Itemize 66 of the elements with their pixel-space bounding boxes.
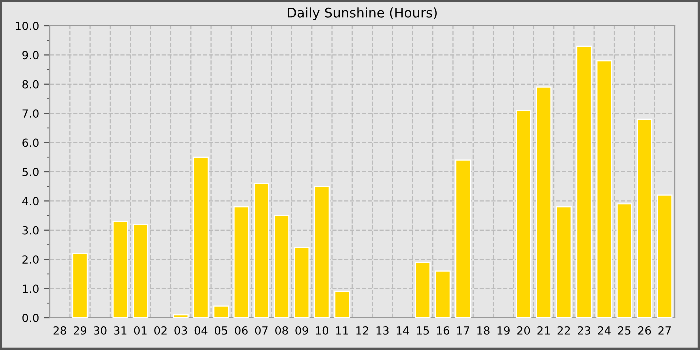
bar [516,110,532,318]
y-tick-label: 0.0 [22,314,39,322]
x-tick-label: 05 [215,326,228,335]
x-tick-label: 07 [255,326,268,335]
x-tick-label: 20 [518,326,530,335]
x-tick-label: 18 [478,326,490,335]
y-tick-label: 7.0 [22,110,39,118]
bar [173,314,189,318]
bar [616,204,632,318]
x-tick-label: 16 [437,326,450,335]
bar [636,118,653,318]
y-tick-label: 5.0 [22,168,39,176]
bar [455,160,472,318]
x-tick-label: 15 [417,326,430,335]
y-tick-label: 2.0 [22,256,39,264]
y-tick-label: 8.0 [22,80,39,89]
x-tick-label: 13 [376,326,389,335]
x-tick-label: 30 [94,326,107,335]
x-tick-label: 21 [538,326,550,335]
bar [334,291,350,318]
x-tick-label: 03 [174,326,188,335]
bar [72,253,88,318]
x-tick-label: 26 [638,326,652,335]
x-tick-label: 31 [114,326,127,335]
x-tick-label: 24 [598,326,611,335]
x-tick-label: 14 [396,326,410,335]
bar [234,206,250,318]
x-tick-label: 22 [558,326,570,335]
chart-title: Daily Sunshine (Hours) [288,8,437,20]
bar [556,206,572,318]
x-tick-label: 04 [194,326,208,335]
bar [274,215,290,318]
y-tick-label: 1.0 [23,284,39,294]
x-tick-label: 29 [74,326,87,335]
bar [596,60,612,318]
x-tick-label: 02 [154,326,167,335]
x-tick-label: 11 [336,326,348,335]
bar [657,194,673,318]
y-tick-label: 10.0 [16,22,39,30]
bar [214,306,230,318]
y-tick-label: 6.0 [22,138,39,148]
bar [254,183,270,318]
bar [132,224,149,318]
x-tick-label: 19 [498,326,510,335]
x-tick-label: 10 [316,326,329,335]
x-tick-label: 27 [658,326,672,335]
x-tick-label: 01 [134,326,147,335]
bar [576,46,592,318]
bar [536,86,552,318]
y-tick-label: 9.0 [22,51,39,60]
x-tick-label: 17 [457,326,470,335]
x-tick-label: 06 [235,326,248,335]
bar [415,262,431,318]
y-tick-label: 4.0 [22,197,39,206]
y-tick-label: 3.0 [22,226,39,235]
x-tick-label: 23 [578,326,590,335]
x-tick-label: 25 [618,326,631,335]
x-tick-label: 28 [54,326,66,335]
x-tick-label: 09 [296,326,308,335]
x-tick-label: 12 [356,326,368,335]
x-tick-label: 08 [276,326,288,335]
bar [193,156,210,318]
bar [314,186,330,318]
bar [294,247,310,318]
bar [112,221,128,318]
bar [435,270,451,318]
